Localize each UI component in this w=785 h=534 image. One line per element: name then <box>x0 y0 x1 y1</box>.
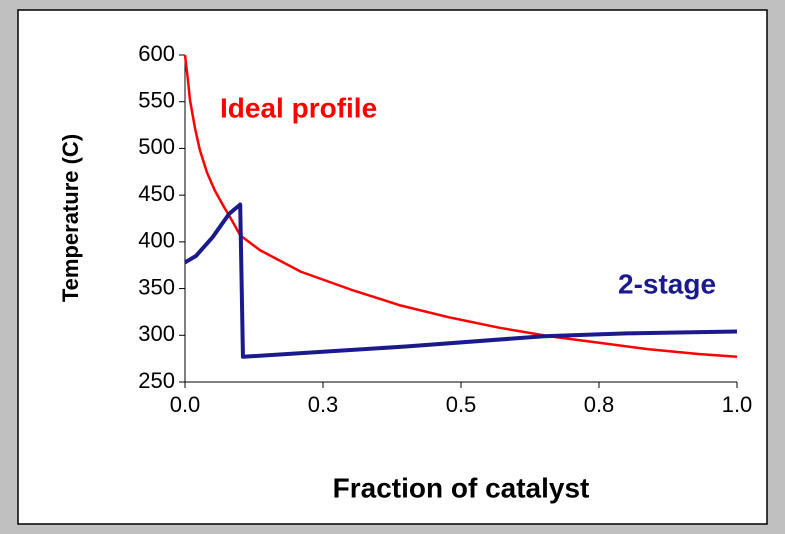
y-tick-label: 400 <box>138 228 175 253</box>
x-tick-label: 1.0 <box>722 392 753 417</box>
y-axis-label: Temperature (C) <box>58 134 83 302</box>
y-tick-label: 550 <box>138 88 175 113</box>
y-tick-label: 500 <box>138 134 175 159</box>
x-tick-label: 0.5 <box>446 392 477 417</box>
y-tick-label: 450 <box>138 181 175 206</box>
x-tick-label: 0.0 <box>170 392 201 417</box>
y-tick-label: 250 <box>138 368 175 393</box>
y-tick-label: 350 <box>138 274 175 299</box>
chart-panel <box>17 9 768 525</box>
annotation: 2-stage <box>618 268 716 299</box>
x-tick-label: 0.3 <box>308 392 339 417</box>
y-tick-label: 300 <box>138 321 175 346</box>
x-tick-label: 0.8 <box>584 392 615 417</box>
line-series <box>183 54 738 359</box>
y-tick-label: 600 <box>138 41 175 66</box>
annotation: Ideal profile <box>220 92 377 123</box>
line-series <box>183 202 738 359</box>
x-axis-label: Fraction of catalyst <box>333 472 590 503</box>
